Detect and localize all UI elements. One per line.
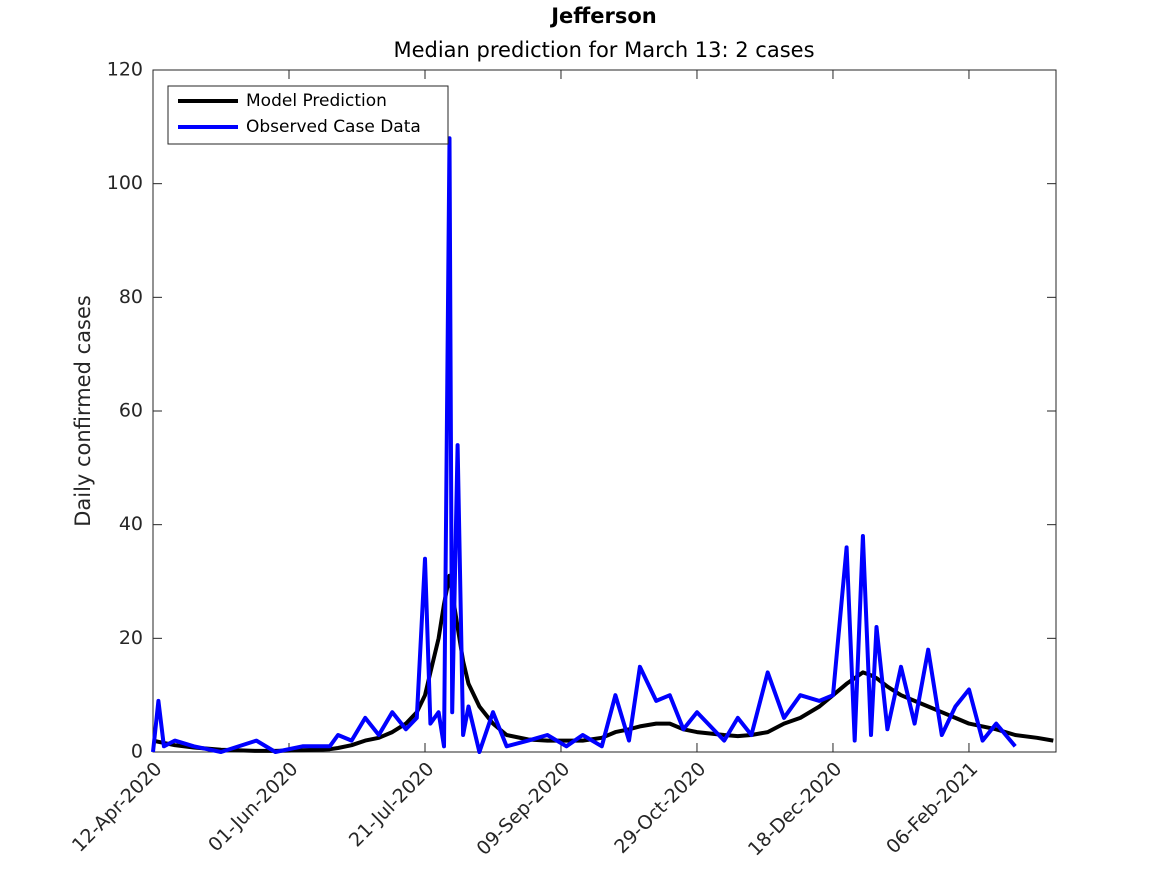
y-tick-label: 80: [119, 286, 143, 308]
chart-subtitle: Median prediction for March 13: 2 cases: [393, 38, 814, 62]
chart-title: Jefferson: [549, 4, 657, 28]
legend-label: Observed Case Data: [246, 117, 421, 137]
legend-box: [167, 85, 449, 145]
y-tick-label: 0: [131, 741, 143, 763]
legend-label: Model Prediction: [246, 91, 387, 111]
y-axis-label: Daily confirmed cases: [71, 295, 95, 527]
y-tick-label: 20: [119, 627, 143, 649]
line-series: [151, 136, 1017, 754]
y-tick-label: 40: [119, 513, 143, 535]
y-tick-label: 100: [107, 172, 143, 194]
y-tick-label: 120: [107, 59, 143, 81]
y-tick-label: 60: [119, 400, 143, 422]
